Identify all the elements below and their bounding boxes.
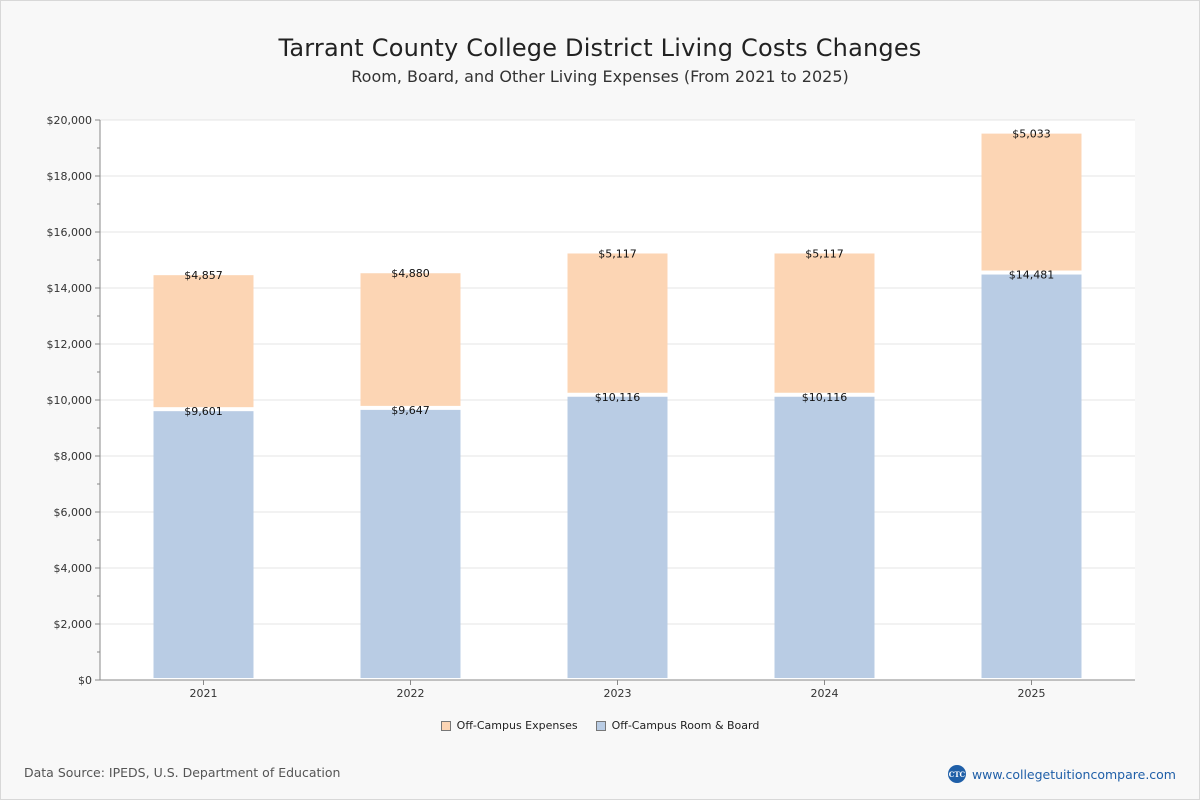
y-tick-label: $6,000 xyxy=(54,506,93,519)
data-label-room-board-2023: $10,116 xyxy=(595,391,641,404)
bar-room-board-2025 xyxy=(981,274,1082,678)
data-label-expenses-2024: $5,117 xyxy=(805,247,844,260)
chart-subtitle: Room, Board, and Other Living Expenses (… xyxy=(351,67,849,86)
y-tick-label: $8,000 xyxy=(54,450,93,463)
data-label-room-board-2021: $9,601 xyxy=(184,405,223,418)
x-tick-label-2021: 2021 xyxy=(190,687,218,700)
data-label-expenses-2022: $4,880 xyxy=(391,267,430,280)
brand-url: www.collegetuitioncompare.com xyxy=(971,766,1176,782)
y-tick-label: $2,000 xyxy=(54,618,93,631)
data-label-room-board-2022: $9,647 xyxy=(391,404,430,417)
legend-swatch-room-board xyxy=(595,720,606,731)
bar-room-board-2022 xyxy=(360,409,461,678)
data-label-expenses-2025: $5,033 xyxy=(1012,128,1051,141)
x-tick-label-2025: 2025 xyxy=(1018,687,1046,700)
legend-label-expenses: Off-Campus Expenses xyxy=(456,719,578,732)
chart-title: Tarrant County College District Living C… xyxy=(278,34,922,62)
bar-expenses-2024 xyxy=(774,253,875,393)
data-label-room-board-2025: $14,481 xyxy=(1009,269,1055,282)
bar-expenses-2021 xyxy=(153,275,254,408)
y-tick-label: $4,000 xyxy=(54,562,93,575)
y-tick-label: $10,000 xyxy=(47,394,93,407)
brand-logo-icon: CTC xyxy=(947,765,966,783)
chart-legend: Off-Campus Expenses Off-Campus Room & Bo… xyxy=(0,719,1200,732)
bar-room-board-2021 xyxy=(153,411,254,678)
x-tick-label-2024: 2024 xyxy=(811,687,839,700)
legend-swatch-expenses xyxy=(440,720,451,731)
bar-expenses-2022 xyxy=(360,273,461,406)
legend-label-room-board: Off-Campus Room & Board xyxy=(611,719,760,732)
y-tick-label: $20,000 xyxy=(47,114,93,127)
y-tick-label: $12,000 xyxy=(47,338,93,351)
bar-expenses-2023 xyxy=(567,253,668,393)
data-label-room-board-2024: $10,116 xyxy=(802,391,848,404)
bar-expenses-2025 xyxy=(981,133,1082,271)
bar-room-board-2023 xyxy=(567,396,668,678)
x-tick-label-2023: 2023 xyxy=(604,687,632,700)
y-tick-label: $0 xyxy=(78,674,92,687)
y-tick-label: $18,000 xyxy=(47,170,93,183)
y-tick-label: $14,000 xyxy=(47,282,93,295)
legend-item-room-board[interactable]: Off-Campus Room & Board xyxy=(595,719,760,732)
legend-item-expenses[interactable]: Off-Campus Expenses xyxy=(440,719,578,732)
bar-room-board-2024 xyxy=(774,396,875,678)
data-label-expenses-2021: $4,857 xyxy=(184,269,223,282)
data-source: Data Source: IPEDS, U.S. Department of E… xyxy=(24,765,341,780)
brand-link[interactable]: CTC www.collegetuitioncompare.com xyxy=(947,765,1176,783)
y-tick-label: $16,000 xyxy=(47,226,93,239)
data-label-expenses-2023: $5,117 xyxy=(598,247,637,260)
x-tick-label-2022: 2022 xyxy=(397,687,425,700)
